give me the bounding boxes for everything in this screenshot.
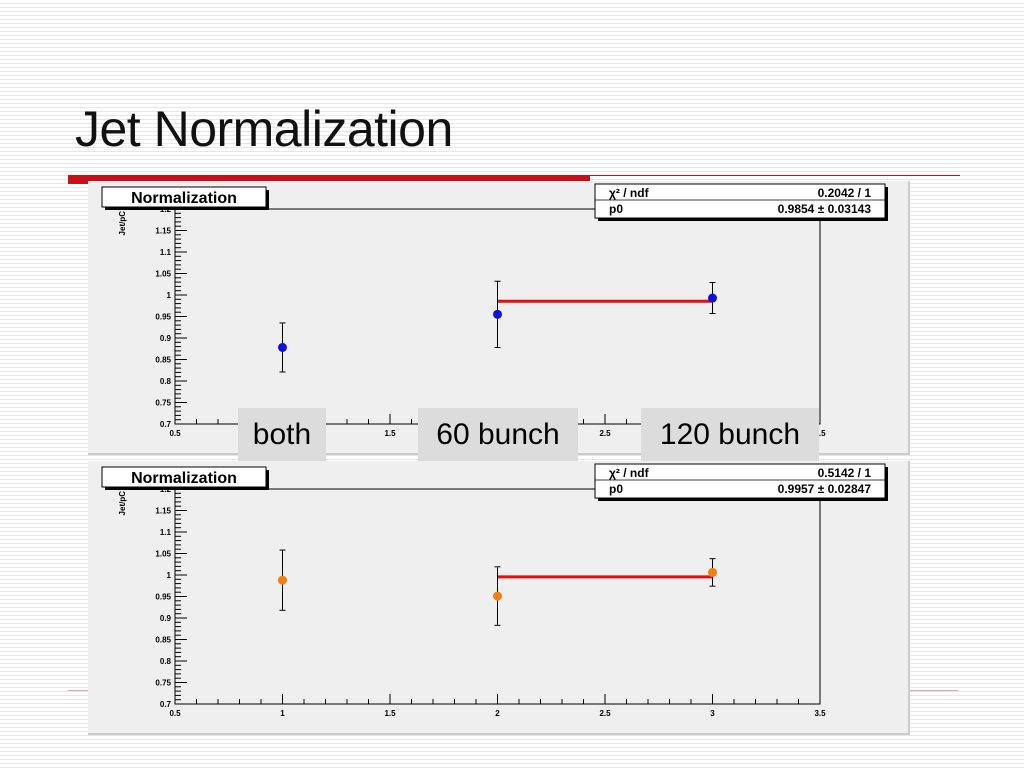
y-tick-label: 0.9 [160,334,172,343]
stats-value: 0.9957 ± 0.02847 [778,482,872,496]
chart-bottom: 0.70.750.80.850.90.9511.051.11.151.20.51… [101,463,888,718]
category-tag-120-bunch: 120 bunch [641,408,819,461]
x-tick-label: 2 [495,709,500,718]
y-tick-label: 0.9 [160,614,172,623]
y-tick-label: 0.8 [160,657,172,666]
x-tick-label: 3.5 [814,429,826,438]
title-rule-thin [590,175,960,176]
stats-label: χ² / ndf [609,186,650,200]
chart-title: Normalization [131,470,237,487]
title-rule [68,175,590,184]
chart-title: Normalization [131,190,237,207]
x-tick-label: 2.5 [599,429,611,438]
data-point [278,575,287,585]
y-tick-label: 1.1 [160,248,172,257]
y-tick-label: 0.75 [155,399,171,408]
x-tick-label: 0.5 [169,709,181,718]
x-tick-label: 2.5 [599,709,611,718]
stats-label: p0 [609,482,623,496]
y-tick-label: 0.7 [160,420,172,429]
x-tick-label: 1.5 [384,709,396,718]
stats-label: p0 [609,202,623,216]
y-tick-label: 1 [167,291,172,300]
y-tick-label: 0.85 [155,356,171,365]
y-tick-label: 0.75 [155,679,171,688]
y-tick-label: 0.8 [160,377,172,386]
chart-top: 0.70.750.80.850.90.9511.051.11.151.20.51… [101,183,888,438]
stats-value: 0.5142 / 1 [818,466,872,480]
data-point [708,293,717,303]
y-tick-label: 1.1 [160,528,172,537]
title-box [101,466,267,488]
chart-panel-bottom: 0.70.750.80.850.90.9511.051.11.151.20.51… [88,461,910,735]
stats-value: 0.2042 / 1 [818,186,872,200]
y-tick-label: 1 [167,571,172,580]
y-axis-label: Jet/pC [118,491,127,516]
y-axis-label: Jet/pC [118,211,127,236]
data-point [278,342,287,352]
y-tick-label: 1.15 [155,227,171,236]
stats-box [594,183,886,219]
x-tick-label: 0.5 [169,429,181,438]
category-tag-60-bunch: 60 bunch [418,408,578,461]
y-tick-label: 1.05 [155,550,171,559]
y-tick-label: 1.15 [155,507,171,516]
y-tick-label: 0.7 [160,700,172,709]
category-tag-both: both [238,408,326,461]
slide-title: Jet Normalization [75,101,453,157]
x-tick-label: 1 [280,709,285,718]
x-tick-label: 3.5 [814,709,826,718]
data-point [708,567,717,577]
stats-value: 0.9854 ± 0.03143 [778,202,872,216]
y-tick-label: 1.05 [155,270,171,279]
y-tick-label: 0.95 [155,313,171,322]
y-tick-label: 0.85 [155,636,171,645]
stats-box [594,463,886,499]
title-box [101,186,267,208]
data-point [493,309,502,319]
x-tick-label: 3 [710,709,715,718]
stats-label: χ² / ndf [609,466,650,480]
x-tick-label: 1.5 [384,429,396,438]
y-tick-label: 0.95 [155,593,171,602]
data-point [493,591,502,601]
